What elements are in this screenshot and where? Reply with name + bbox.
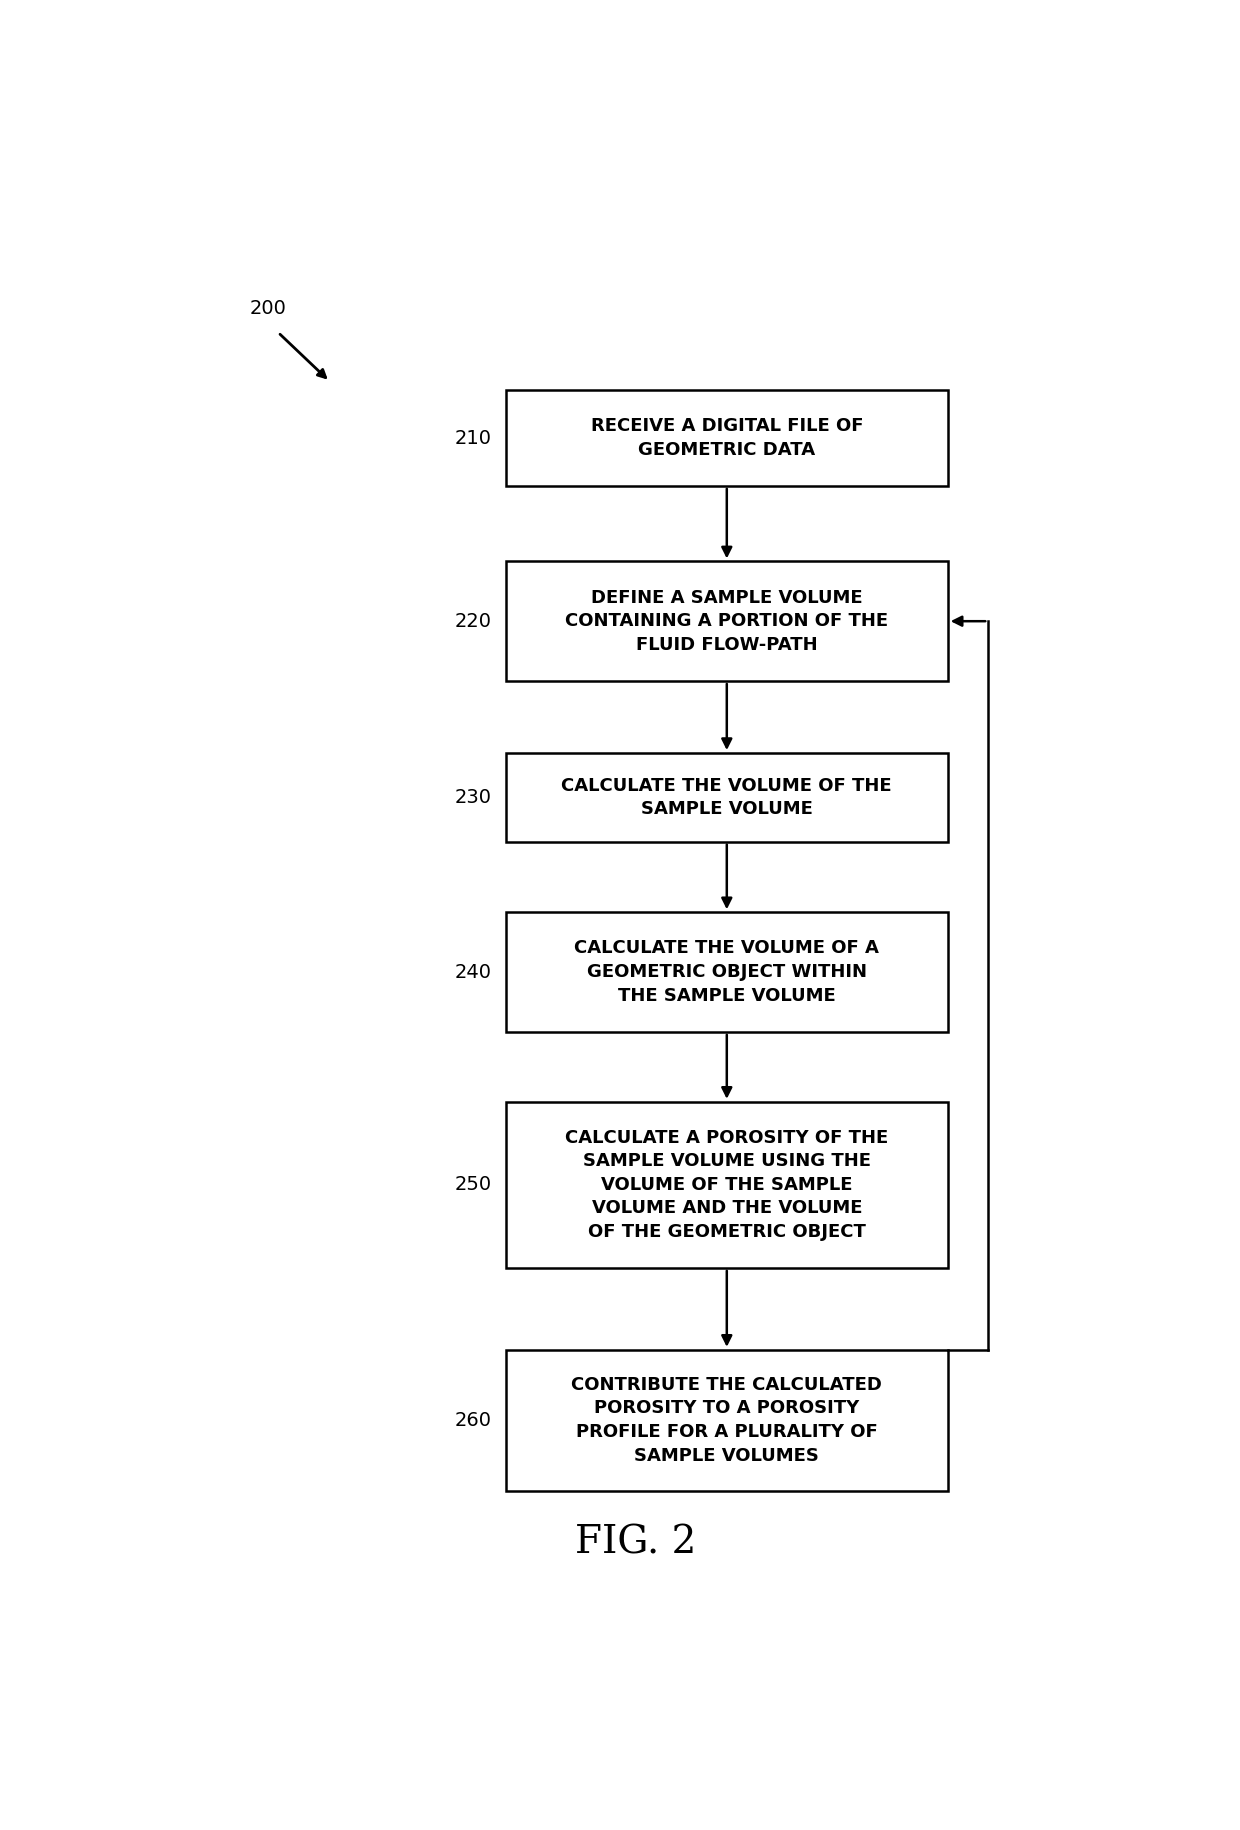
Text: CALCULATE THE VOLUME OF A
GEOMETRIC OBJECT WITHIN
THE SAMPLE VOLUME: CALCULATE THE VOLUME OF A GEOMETRIC OBJE… [574, 939, 879, 1005]
Text: 210: 210 [454, 428, 491, 448]
FancyBboxPatch shape [506, 1102, 947, 1268]
Text: 200: 200 [249, 298, 286, 318]
Text: CALCULATE THE VOLUME OF THE
SAMPLE VOLUME: CALCULATE THE VOLUME OF THE SAMPLE VOLUM… [562, 776, 892, 818]
FancyBboxPatch shape [506, 1351, 947, 1491]
Text: DEFINE A SAMPLE VOLUME
CONTAINING A PORTION OF THE
FLUID FLOW-PATH: DEFINE A SAMPLE VOLUME CONTAINING A PORT… [565, 589, 888, 653]
Text: FIG. 2: FIG. 2 [575, 1524, 696, 1561]
Text: 260: 260 [454, 1411, 491, 1429]
FancyBboxPatch shape [506, 752, 947, 842]
FancyBboxPatch shape [506, 911, 947, 1032]
Text: 250: 250 [454, 1175, 491, 1195]
Text: CALCULATE A POROSITY OF THE
SAMPLE VOLUME USING THE
VOLUME OF THE SAMPLE
VOLUME : CALCULATE A POROSITY OF THE SAMPLE VOLUM… [565, 1129, 888, 1241]
Text: 230: 230 [454, 789, 491, 807]
Text: RECEIVE A DIGITAL FILE OF
GEOMETRIC DATA: RECEIVE A DIGITAL FILE OF GEOMETRIC DATA [590, 417, 863, 459]
FancyBboxPatch shape [506, 390, 947, 487]
Text: 240: 240 [454, 963, 491, 981]
FancyBboxPatch shape [506, 562, 947, 681]
Text: 220: 220 [454, 611, 491, 631]
Text: CONTRIBUTE THE CALCULATED
POROSITY TO A POROSITY
PROFILE FOR A PLURALITY OF
SAMP: CONTRIBUTE THE CALCULATED POROSITY TO A … [572, 1376, 882, 1464]
